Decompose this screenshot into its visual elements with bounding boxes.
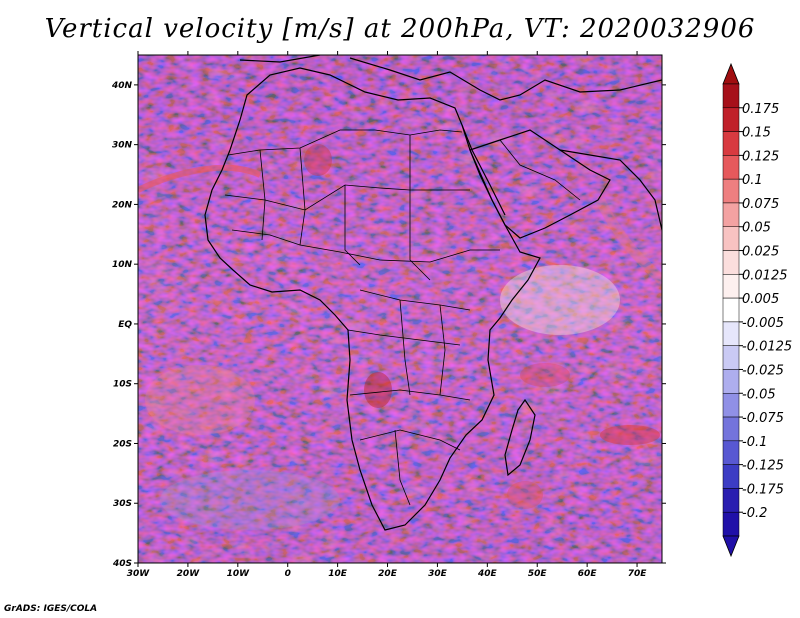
lon-tick-label: 50E <box>528 569 548 579</box>
colorbar-label: 0.025 <box>742 245 779 260</box>
colorbar-label: -0.1 <box>742 435 767 450</box>
colorbar-swatch <box>722 155 740 180</box>
map-frame <box>137 54 663 564</box>
coastlines <box>204 55 662 531</box>
map-title: Vertical velocity [m/s] at 200hPa, VT: 2… <box>44 14 756 44</box>
colorbar-swatch <box>722 511 740 537</box>
colorbar-swatch <box>722 202 740 227</box>
lon-tick-label: 60E <box>578 569 598 579</box>
colorbar-swatch <box>722 178 740 204</box>
lon-tick-label: 10W <box>227 569 251 579</box>
lon-tick-label: 20W <box>177 569 201 579</box>
colorbar-swatch <box>722 250 740 275</box>
lat-tick-label: 20S <box>113 439 132 449</box>
colorbar-swatch <box>722 440 740 465</box>
colorbar-label: -0.025 <box>742 363 784 378</box>
colorbar-swatch <box>722 369 740 394</box>
colorbar-swatch <box>722 83 740 109</box>
lon-tick-label: 30W <box>127 569 151 579</box>
country-borders <box>224 97 581 506</box>
lat-tick-label: 40N <box>111 81 133 91</box>
colorbar-label: 0.05 <box>742 221 771 236</box>
colorbar-swatch <box>722 321 740 346</box>
africa-coastline <box>204 67 541 531</box>
lat-tick-label: EQ <box>118 320 132 330</box>
madagascar-coastline <box>504 398 536 477</box>
lat-tick-label: 30N <box>112 141 133 151</box>
longitude-axis: 30W 20W 10W 0 10E 20E 30E 40E 50E 60E 70E <box>127 51 647 579</box>
colorbar-label: 0.005 <box>742 292 779 307</box>
colorbar-swatch <box>722 464 740 489</box>
asia-coastline <box>559 149 662 231</box>
colorbar-swatch <box>722 131 740 156</box>
lat-tick-label: 30S <box>113 499 132 509</box>
colorbar-bottom-arrow <box>722 535 740 558</box>
lon-tick-label: 40E <box>477 569 498 579</box>
colorbar-label: 0.175 <box>742 102 779 117</box>
colorbar-label: 0.125 <box>742 149 779 164</box>
colorbar-label: 0.075 <box>742 197 779 212</box>
colorbar-top-arrow <box>722 62 740 85</box>
lon-tick-label: 20E <box>378 569 398 579</box>
colorbar-label: -0.005 <box>742 316 784 331</box>
colorbar-swatch <box>722 107 740 132</box>
lat-tick-label: 10N <box>112 260 133 270</box>
grads-credit: GrADS: IGES/COLA <box>4 604 98 614</box>
colorbar-swatch <box>722 345 740 370</box>
colorbar-label: -0.075 <box>742 411 784 426</box>
colorbar-swatch <box>722 297 740 323</box>
colorbar: 0.175 0.15 0.125 0.1 0.075 0.05 0.025 0.0125 0.0… <box>722 62 792 558</box>
colorbar-swatch <box>722 274 740 299</box>
colorbar-label: -0.175 <box>742 482 784 497</box>
colorbar-label: 0.15 <box>742 126 771 141</box>
colorbar-label: 0.1 <box>742 173 763 188</box>
colorbar-label: -0.2 <box>742 506 767 521</box>
lat-tick-label: 40S <box>112 559 132 569</box>
europe-coastline <box>239 55 662 101</box>
latitude-axis: 40N 30N 20N 10N EQ 10S 20S 30S 40S <box>111 81 666 569</box>
velocity-field <box>138 55 662 563</box>
lat-tick-label: 20N <box>112 200 133 210</box>
colorbar-swatch <box>722 393 740 418</box>
colorbar-swatch <box>722 488 740 513</box>
colorbar-label: -0.0125 <box>742 340 792 355</box>
colorbar-label: 0.0125 <box>742 268 788 283</box>
lon-tick-label: 70E <box>628 569 648 579</box>
lon-tick-label: 0 <box>285 569 291 579</box>
colorbar-swatch <box>722 226 740 251</box>
arabia-coastline <box>469 129 611 239</box>
colorbar-label: -0.05 <box>742 387 776 402</box>
colorbar-swatch <box>722 416 740 442</box>
colorbar-label: -0.125 <box>742 459 784 474</box>
lon-tick-label: 10E <box>328 569 348 579</box>
lon-tick-label: 30E <box>428 569 448 579</box>
lat-tick-label: 10S <box>113 380 132 390</box>
